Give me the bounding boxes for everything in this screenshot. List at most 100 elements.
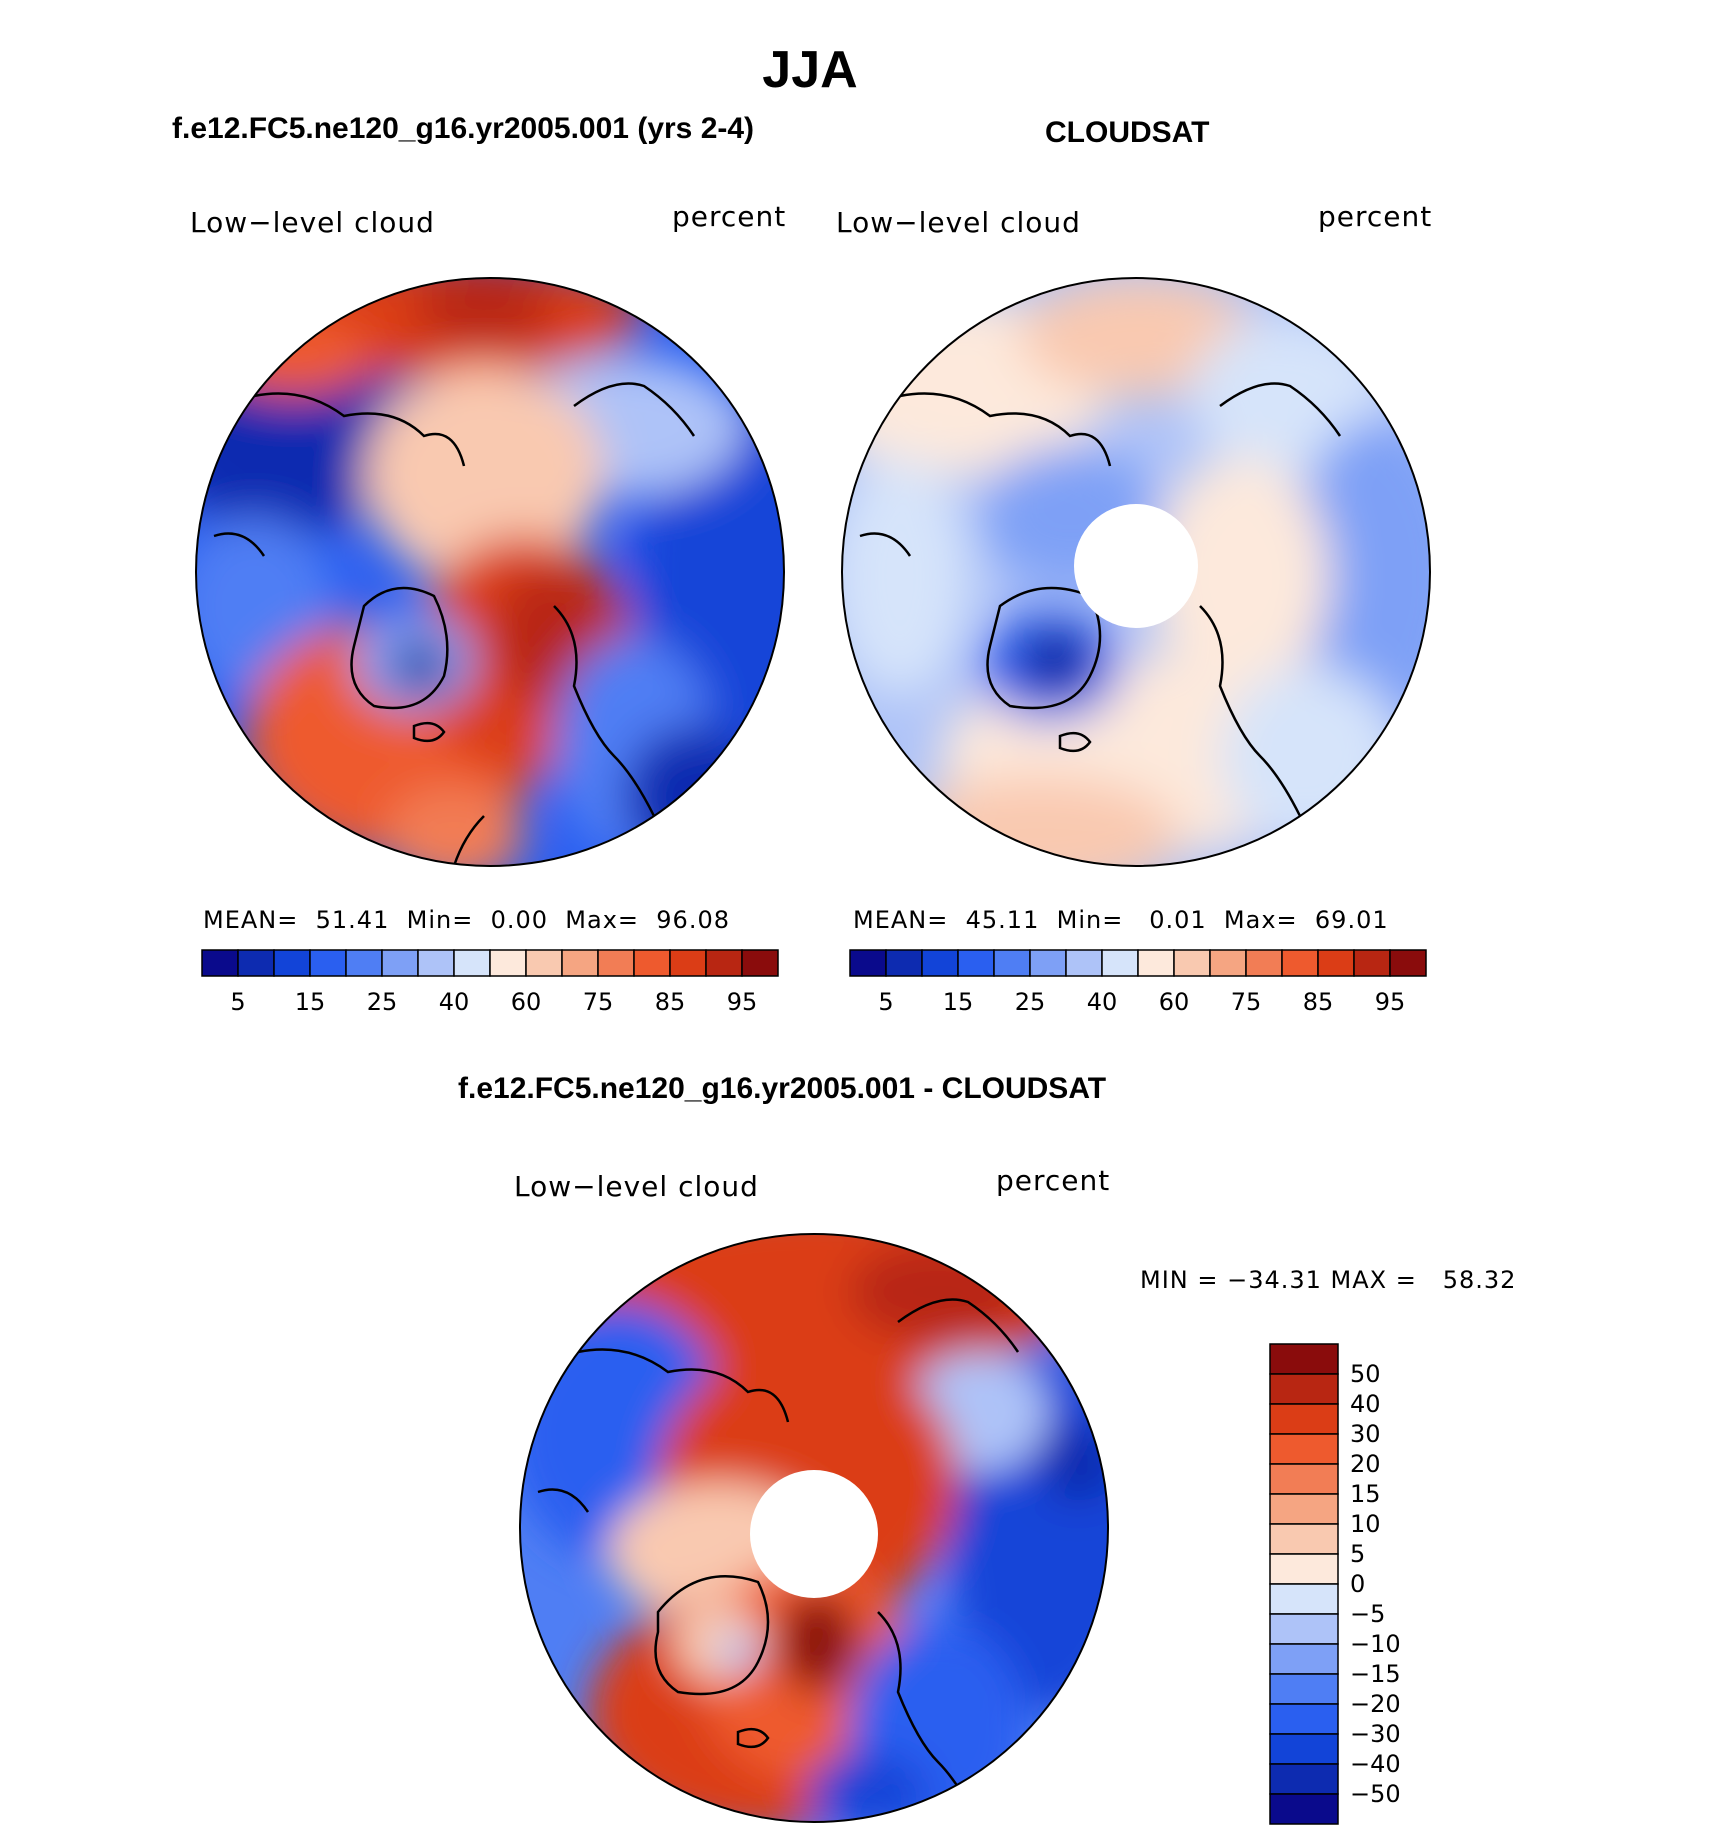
colorbar-swatch <box>1317 949 1355 977</box>
colorbar-tick-label: −50 <box>1350 1780 1401 1808</box>
colorbar-tick-label: 15 <box>942 988 974 1016</box>
panel-model-map <box>195 277 785 867</box>
panel-obs-title: CLOUDSAT <box>1045 116 1210 149</box>
colorbar-swatch <box>1269 1733 1339 1765</box>
panel-obs-variable-label: Low−level cloud <box>836 206 1081 239</box>
colorbar-swatch <box>1269 1793 1339 1825</box>
colorbar-tick-label: −10 <box>1350 1630 1401 1658</box>
mean-label: MEAN= <box>203 906 299 934</box>
mean-label: MEAN= <box>853 906 949 934</box>
page-title: JJA <box>762 41 858 99</box>
colorbar-tick-label: 15 <box>1350 1480 1381 1508</box>
colorbar-tick-label: 10 <box>1350 1510 1381 1538</box>
max-label: Max= <box>1223 906 1298 934</box>
colorbar-tick-label: 5 <box>230 988 246 1016</box>
colorbar-tick-label: 95 <box>726 988 758 1016</box>
panel-model-colorbar-ticks: 5 15 25 40 60 75 85 95 <box>202 988 778 1018</box>
panel-model-colorbar <box>201 949 779 977</box>
mean-value: 45.11 <box>965 906 1040 934</box>
panel-obs-colorbar-ticks: 5 15 25 40 60 75 85 95 <box>850 988 1426 1018</box>
colorbar-swatch <box>1269 1553 1339 1585</box>
colorbar-swatch <box>381 949 419 977</box>
colorbar-swatch <box>741 949 779 977</box>
colorbar-tick-label: 60 <box>1158 988 1190 1016</box>
colorbar-tick-label: −5 <box>1350 1600 1386 1628</box>
colorbar-swatch <box>921 949 959 977</box>
panel-model-title: f.e12.FC5.ne120_g16.yr2005.001 (yrs 2-4) <box>172 112 755 145</box>
colorbar-swatch <box>1269 1613 1339 1645</box>
panel-diff-colorbar-ticks: 50 40 30 20 15 10 5 0 −5 −10 −15 −20 −30 −40 −50 <box>1350 1344 1430 1826</box>
panel-diff-units-label: percent <box>996 1164 1111 1197</box>
colorbar-swatch <box>237 949 275 977</box>
colorbar-swatch <box>1065 949 1103 977</box>
colorbar-tick-label: 30 <box>1350 1420 1381 1448</box>
colorbar-tick-label: 75 <box>582 988 614 1016</box>
panel-model-units-label: percent <box>672 200 787 233</box>
colorbar-swatch <box>309 949 347 977</box>
colorbar-swatch <box>1269 1343 1339 1375</box>
colorbar-swatch <box>1269 1433 1339 1465</box>
colorbar-tick-label: −40 <box>1350 1750 1401 1778</box>
colorbar-swatch <box>489 949 527 977</box>
panel-diff-title: f.e12.FC5.ne120_g16.yr2005.001 - CLOUDSA… <box>458 1072 1107 1105</box>
colorbar-tick-label: 50 <box>1350 1360 1381 1388</box>
colorbar-tick-label: 85 <box>1302 988 1334 1016</box>
colorbar-swatch <box>1353 949 1391 977</box>
colorbar-swatch <box>345 949 383 977</box>
colorbar-tick-label: 95 <box>1374 988 1406 1016</box>
panel-diff-variable-label: Low−level cloud <box>514 1170 759 1203</box>
panel-obs-stats: MEAN= 45.11 Min= 0.01 Max= 69.01 <box>853 906 1389 934</box>
colorbar-tick-label: 40 <box>438 988 470 1016</box>
colorbar-tick-label: 85 <box>654 988 686 1016</box>
colorbar-swatch <box>1269 1403 1339 1435</box>
colorbar-swatch <box>1281 949 1319 977</box>
min-value: 0.00 <box>490 906 549 934</box>
colorbar-tick-label: 40 <box>1086 988 1118 1016</box>
colorbar-tick-label: 75 <box>1230 988 1262 1016</box>
colorbar-tick-label: 5 <box>878 988 894 1016</box>
colorbar-swatch <box>417 949 455 977</box>
colorbar-swatch <box>1269 1523 1339 1555</box>
colorbar-swatch <box>453 949 491 977</box>
colorbar-tick-label: 15 <box>294 988 326 1016</box>
colorbar-swatch <box>849 949 887 977</box>
colorbar-tick-label: 40 <box>1350 1390 1381 1418</box>
colorbar-tick-label: 0 <box>1350 1570 1366 1598</box>
colorbar-swatch <box>1269 1493 1339 1525</box>
colorbar-tick-label: −20 <box>1350 1690 1401 1718</box>
panel-obs-colorbar <box>849 949 1427 977</box>
colorbar-tick-label: 5 <box>1350 1540 1366 1568</box>
colorbar-swatch <box>1269 1643 1339 1675</box>
colorbar-swatch <box>525 949 563 977</box>
colorbar-tick-label: 20 <box>1350 1450 1381 1478</box>
colorbar-swatch <box>1245 949 1283 977</box>
colorbar-swatch <box>669 949 707 977</box>
colorbar-swatch <box>561 949 599 977</box>
colorbar-swatch <box>1137 949 1175 977</box>
max-label: Max= <box>565 906 640 934</box>
colorbar-tick-label: 25 <box>366 988 398 1016</box>
colorbar-swatch <box>597 949 635 977</box>
colorbar-tick-label: −15 <box>1350 1660 1401 1688</box>
colorbar-swatch <box>633 949 671 977</box>
panel-model-variable-label: Low−level cloud <box>190 206 435 239</box>
colorbar-swatch <box>1029 949 1067 977</box>
colorbar-swatch <box>1269 1703 1339 1735</box>
colorbar-swatch <box>1209 949 1247 977</box>
colorbar-swatch <box>885 949 923 977</box>
panel-obs-units-label: percent <box>1318 200 1433 233</box>
colorbar-swatch <box>1269 1583 1339 1615</box>
colorbar-swatch <box>1269 1463 1339 1495</box>
colorbar-swatch <box>705 949 743 977</box>
colorbar-swatch <box>993 949 1031 977</box>
panel-diff-colorbar <box>1269 1343 1339 1825</box>
colorbar-swatch <box>1269 1373 1339 1405</box>
min-value: 0.01 <box>1149 906 1207 934</box>
colorbar-swatch <box>957 949 995 977</box>
mean-value: 51.41 <box>315 906 390 934</box>
colorbar-swatch <box>273 949 311 977</box>
max-value: 96.08 <box>656 906 730 934</box>
colorbar-tick-label: 25 <box>1014 988 1046 1016</box>
colorbar-swatch <box>1389 949 1427 977</box>
panel-diff-map <box>519 1233 1109 1823</box>
